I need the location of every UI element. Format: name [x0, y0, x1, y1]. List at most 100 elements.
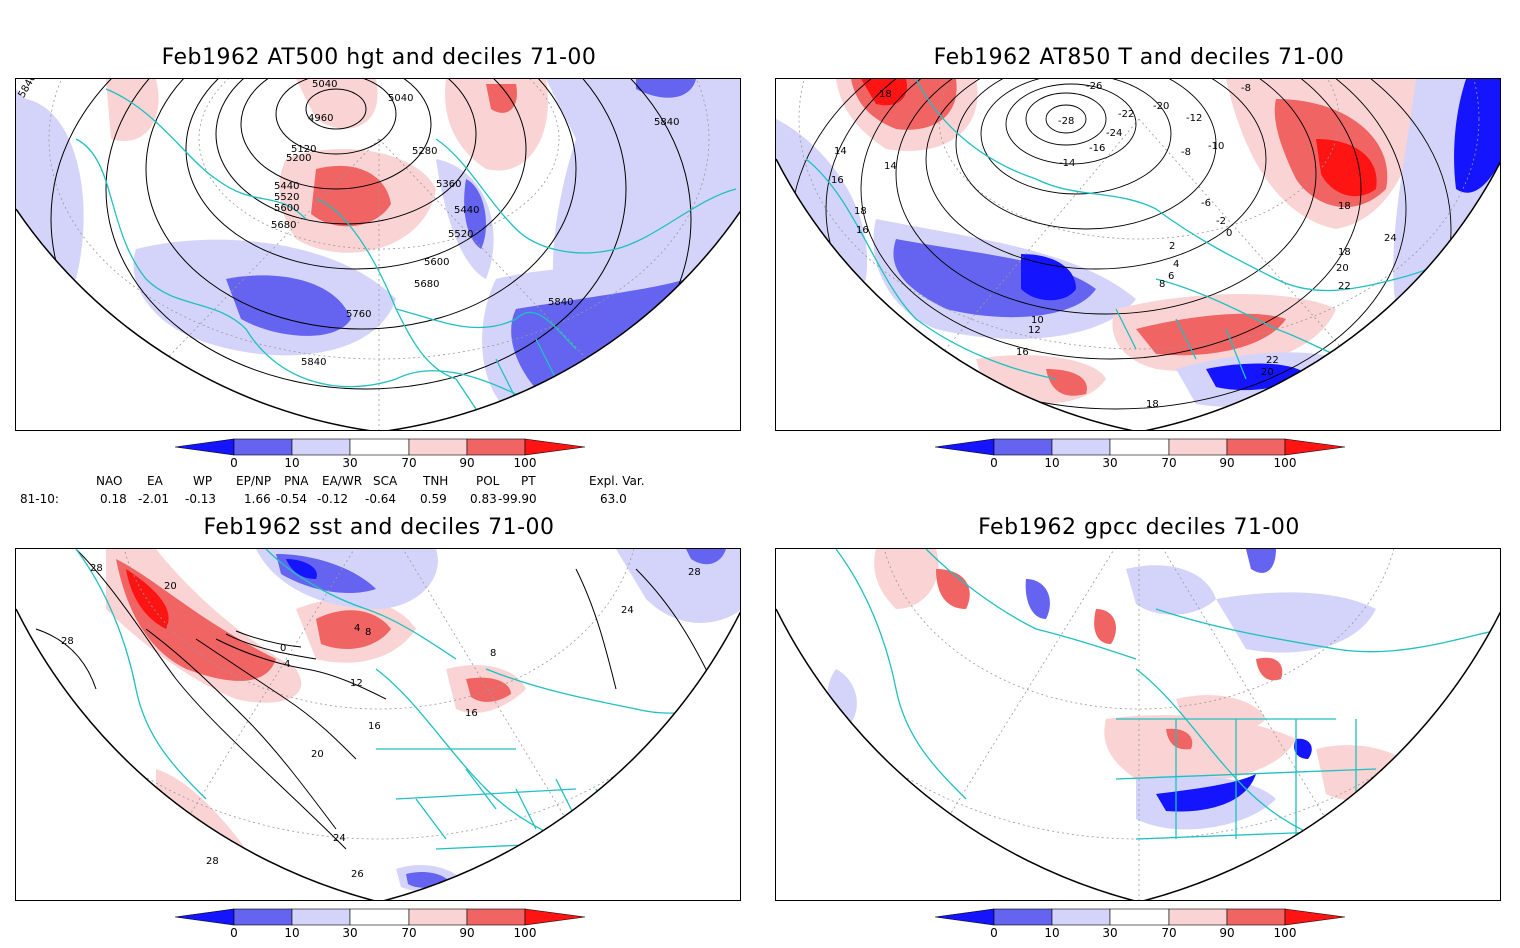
colorbar-seg-10-30 [291, 438, 351, 456]
colorbar-label: 30 [342, 456, 358, 470]
colorbar-t850: 0 10 30 70 90 100 [934, 438, 1355, 478]
colorbar-label: 10 [1044, 456, 1060, 470]
colorbar-label: 30 [1102, 926, 1118, 940]
map-panel-sst: 28 20 28 0 4 4 8 12 16 20 24 28 26 24 28… [15, 548, 741, 901]
colorbar-label: 0 [990, 456, 998, 470]
index-header: POL [476, 474, 500, 488]
colorbar-label: 0 [230, 456, 238, 470]
contour-label: 24 [1384, 233, 1397, 244]
map-sst-svg: 28 20 28 0 4 4 8 12 16 20 24 28 26 24 28… [16, 549, 740, 900]
contour-label: 26 [351, 869, 364, 880]
contour-label: 14 [834, 146, 847, 157]
contour-label: 24 [621, 605, 634, 616]
colorbar-seg-100-upper [1284, 438, 1346, 456]
contour-label: -2 [1216, 216, 1226, 227]
colorbar-seg-30-70 [1109, 438, 1170, 456]
contour-label: 18 [879, 89, 892, 100]
index-header: EA/WR [322, 474, 363, 488]
contour-label: 28 [61, 636, 74, 647]
colorbar-seg-0-lower [174, 438, 235, 456]
colorbar-label: 100 [513, 456, 537, 470]
index-header: NAO [96, 474, 123, 488]
contour-label: -26 [1086, 81, 1102, 92]
colorbar-label: 30 [1102, 456, 1118, 470]
index-header: SCA [373, 474, 398, 488]
colorbar-seg-0-10 [233, 438, 293, 456]
colorbar-seg-30-70 [1109, 908, 1170, 926]
colorbar-labels: 0 10 30 70 90 100 [935, 926, 1355, 942]
contour-label: 20 [311, 749, 324, 760]
colorbar-sst: 0 10 30 70 90 100 [174, 908, 595, 948]
map-panel-gpcc [775, 548, 1501, 901]
colorbar-label: 10 [1044, 926, 1060, 940]
colorbar-label: 30 [342, 926, 358, 940]
contour-label: 8 [490, 648, 496, 659]
contour-label: 22 [1338, 281, 1351, 292]
contour-label: -16 [1089, 143, 1105, 154]
colorbar-label: 10 [284, 456, 300, 470]
contour-label: 5360 [436, 179, 461, 190]
contour-label: 5600 [424, 257, 449, 268]
colorbar-seg-10-30 [291, 908, 351, 926]
contour-label: 4 [354, 623, 360, 634]
colorbar-seg-0-lower [934, 438, 995, 456]
contour-label: 4 [284, 659, 290, 670]
contour-label: -24 [1106, 128, 1122, 139]
index-header: EP/NP [236, 474, 272, 488]
colorbar-seg-10-30 [1051, 438, 1111, 456]
index-value: 63.0 [600, 492, 627, 506]
colorbar-label: 0 [230, 926, 238, 940]
index-header: WP [193, 474, 213, 488]
map-gpcc-svg [776, 549, 1500, 900]
colorbar-seg-100-upper [524, 908, 586, 926]
panel-title-hgt: Feb1962 AT500 hgt and deciles 71-00 [161, 45, 597, 70]
colorbar-seg-0-lower [174, 908, 235, 926]
colorbar-label: 90 [1219, 926, 1235, 940]
contour-label: 10 [1031, 315, 1044, 326]
contour-label: 2 [1169, 241, 1175, 252]
colorbar-seg-10-30 [1051, 908, 1111, 926]
contour-label: 8 [365, 627, 371, 638]
contour-label: 5680 [271, 220, 296, 231]
contour-label: 28 [688, 567, 701, 578]
colorbar-seg-70-90 [408, 438, 468, 456]
contour-label: 16 [465, 708, 478, 719]
map-hgt-svg: 5040 4960 5040 5120 5200 5280 5360 5440 … [16, 79, 740, 430]
contour-label: -10 [1208, 141, 1224, 152]
contour-label: 5760 [346, 309, 371, 320]
contour-label: 5520 [274, 192, 299, 203]
index-value: 0.59 [420, 492, 447, 506]
contour-label: -14 [1059, 158, 1075, 169]
contour-label: 16 [831, 175, 844, 186]
contour-label: 14 [884, 161, 897, 172]
index-value: -0.64 [365, 492, 397, 506]
colorbar-label: 100 [1273, 456, 1297, 470]
colorbar-seg-70-90 [408, 908, 468, 926]
index-value: 1.66 [244, 492, 271, 506]
contour-label: 22 [1266, 355, 1279, 366]
colorbar-seg-90-100 [466, 438, 526, 456]
colorbar-label: 100 [1273, 926, 1297, 940]
contour-label: 5600 [274, 203, 299, 214]
panel-title-t850: Feb1962 AT850 T and deciles 71-00 [933, 45, 1345, 70]
colorbar-seg-0-lower [934, 908, 995, 926]
contour-label: 0 [1226, 228, 1232, 239]
colorbar-svg [174, 908, 586, 926]
contour-label: 12 [1028, 325, 1041, 336]
contour-label: 5040 [388, 93, 413, 104]
contour-label: 28 [90, 563, 103, 574]
index-value: -0.13 [185, 492, 217, 506]
index-header: EA [147, 474, 163, 488]
index-value: -99.90 [498, 492, 537, 506]
colorbar-svg [934, 908, 1346, 926]
contour-label: 4 [1173, 259, 1179, 270]
colorbar-seg-90-100 [1226, 438, 1286, 456]
map-panel-t850: -26 -8 -20 -22 -28 -24 -16 -14 -12 -10 -… [775, 78, 1501, 431]
contour-label: 0 [280, 643, 286, 654]
colorbar-svg [174, 438, 586, 456]
contour-label: 20 [1336, 263, 1349, 274]
colorbar-gpcc: 0 10 30 70 90 100 [934, 908, 1355, 948]
contour-label: 5200 [286, 153, 311, 164]
colorbar-svg [934, 438, 1346, 456]
